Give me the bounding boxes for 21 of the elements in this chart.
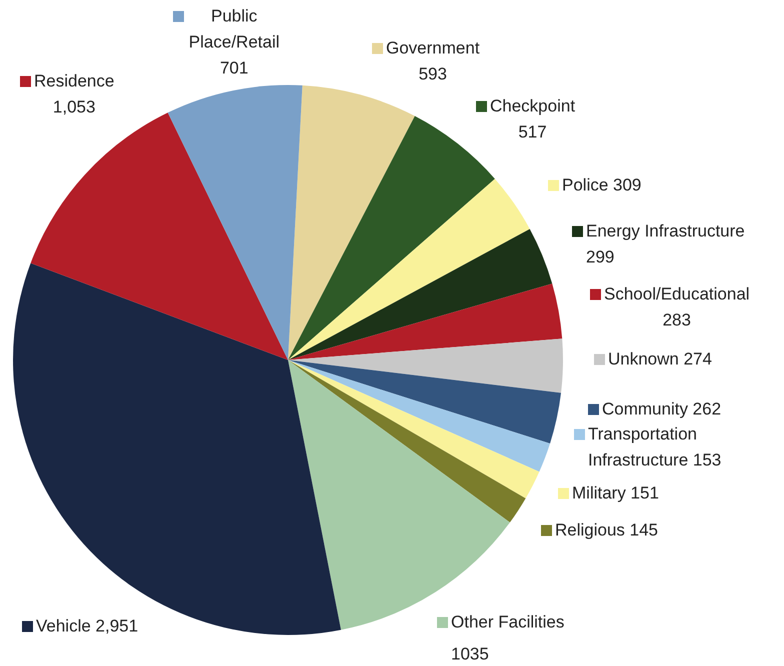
legend-label: Police 309 — [562, 176, 642, 195]
legend-label: Transportation Infrastructure 153 — [588, 424, 722, 470]
data-label: 593 — [418, 64, 447, 84]
legend-label: Vehicle 2,951 — [36, 616, 138, 636]
data-label: 1,053 — [52, 98, 96, 117]
legend-label: Checkpoint — [490, 96, 576, 116]
legend-label: Government — [386, 38, 480, 58]
legend-label: Energy Infrastructure — [586, 222, 745, 241]
legend-label: Residence — [34, 72, 114, 91]
legend-label: Religious 145 — [555, 520, 658, 540]
legend-label: Community 262 — [602, 400, 722, 419]
data-label: 283 — [662, 310, 691, 330]
legend-label: Public Place/Retail — [188, 6, 280, 52]
data-label: 701 — [220, 58, 248, 78]
legend-label: School/Educational — [604, 284, 750, 304]
data-label: 299 — [586, 248, 614, 267]
legend-label: Other Facilities — [451, 612, 564, 632]
data-label: 1035 — [451, 644, 489, 664]
legend-label: Military 151 — [572, 484, 659, 503]
data-label: 517 — [518, 122, 547, 142]
legend-label: Unknown 274 — [608, 350, 712, 369]
